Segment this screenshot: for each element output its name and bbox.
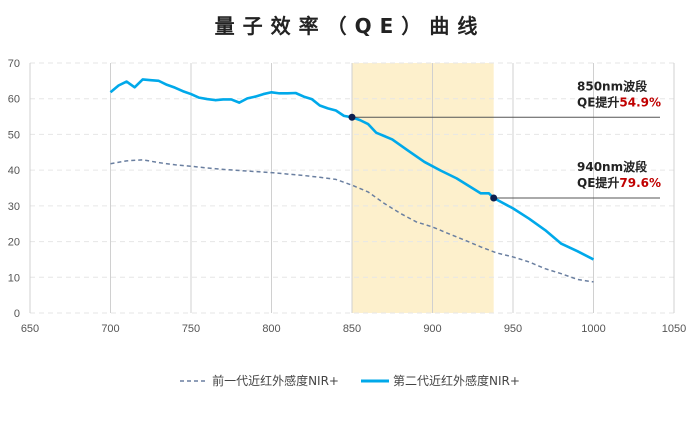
x-tick-label: 850 xyxy=(343,323,361,335)
series-line-second-gen xyxy=(109,78,595,261)
x-tick-label: 800 xyxy=(262,323,280,335)
annotation-band-label: 940nm波段 xyxy=(577,159,648,174)
x-tick-label: 650 xyxy=(21,323,39,335)
annotation-qe-value: 54.9% xyxy=(619,95,661,109)
y-tick-label: 20 xyxy=(8,237,20,249)
legend-dashed-swatch xyxy=(180,379,209,382)
chart-title: 量子效率（QE）曲线 xyxy=(214,14,486,38)
y-tick-label: 0 xyxy=(14,308,20,320)
y-tick-label: 50 xyxy=(8,129,20,141)
annotation-qe-gain: QE提升54.9% xyxy=(577,94,661,109)
x-tick-label: 950 xyxy=(504,323,522,335)
legend-item-previous-gen: 前一代近红外感度NIR+ xyxy=(180,372,339,389)
x-tick-label: 750 xyxy=(182,323,200,335)
x-tick-label: 700 xyxy=(101,323,119,335)
y-tick-label: 70 xyxy=(8,58,20,70)
legend-item-second-gen: 第二代近红外感度NIR+ xyxy=(361,372,520,389)
x-tick-label: 1000 xyxy=(581,323,605,335)
annotation-qe-prefix: QE提升 xyxy=(577,175,619,190)
legend-label-previous-gen: 前一代近红外感度NIR+ xyxy=(212,374,339,388)
y-tick-label: 30 xyxy=(8,201,20,213)
annotation-qe-gain: QE提升79.6% xyxy=(577,175,661,190)
series-line-previous-gen xyxy=(110,159,594,283)
y-tick-label: 10 xyxy=(8,272,20,284)
y-tick-label: 60 xyxy=(8,94,20,106)
annotation-marker xyxy=(490,194,498,202)
x-tick-label: 1050 xyxy=(662,323,686,335)
legend: 前一代近红外感度NIR+ 第二代近红外感度NIR+ xyxy=(0,372,700,389)
legend-label-second-gen: 第二代近红外感度NIR+ xyxy=(393,374,520,388)
x-tick-label: 900 xyxy=(423,323,441,335)
annotation-qe-value: 79.6% xyxy=(619,176,661,190)
annotation-marker xyxy=(348,113,356,121)
y-tick-label: 40 xyxy=(8,165,20,177)
legend-solid-swatch xyxy=(361,379,389,382)
annotation-qe-prefix: QE提升 xyxy=(577,94,619,109)
annotation-band-label: 850nm波段 xyxy=(577,78,648,93)
